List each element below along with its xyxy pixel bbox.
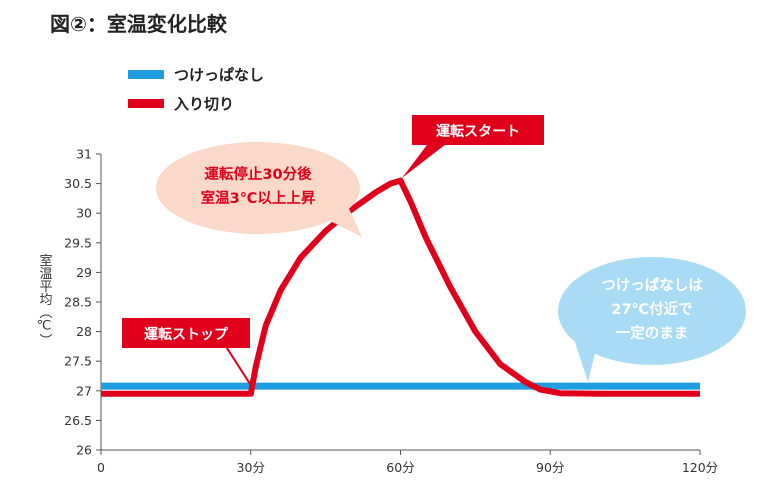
red-bubble: 運転停止30分後 室温3℃以上上昇 (156, 142, 362, 237)
blue-bubble-shape (558, 257, 746, 365)
y-axis-label: 室温平均（℃） (37, 253, 53, 347)
blue-bubble: つけっぱなしは 27℃付近で 一定のまま (558, 257, 746, 382)
start-label-box (412, 115, 544, 145)
legend: つけっぱなし 入り切り (128, 66, 264, 113)
blue-bubble-line-3: 一定のまま (616, 324, 689, 342)
stop-pointer (224, 344, 253, 388)
blue-bubble-line-2: 27℃付近で (611, 300, 692, 318)
y-tick-label: 28.5 (64, 295, 92, 310)
y-tick-label: 29.5 (64, 235, 92, 250)
chart-title: 図②：室温変化比較 (50, 12, 228, 36)
y-tick-label: 31 (76, 147, 92, 162)
y-tick-label: 27 (76, 383, 92, 398)
x-tick-label: 90分 (536, 460, 564, 475)
x-tick-label: 120分 (682, 460, 718, 475)
y-tick-label: 30.5 (64, 176, 92, 191)
y-tick-label: 28 (76, 324, 92, 339)
series-group (101, 177, 700, 397)
legend-swatch-onoff (128, 99, 164, 108)
legend-swatch-continuous (128, 70, 164, 79)
y-tick-label: 30 (76, 206, 92, 221)
red-bubble-line-2: 室温3℃以上上昇 (201, 189, 316, 207)
start-pointer (402, 141, 450, 178)
red-bubble-tail (318, 200, 362, 237)
red-bubble-shape (156, 142, 360, 234)
series-line-onoff (101, 177, 700, 397)
stop-label-box (122, 318, 250, 348)
start-label: 運転スタート (436, 123, 520, 140)
y-tick-label: 26.5 (64, 413, 92, 428)
legend-label-onoff: 入り切り (174, 95, 234, 113)
y-tick-label: 27.5 (64, 354, 92, 369)
start-annotation: 運転スタート (402, 115, 544, 178)
x-tick-label: 30分 (237, 460, 265, 475)
blue-bubble-tail (575, 332, 600, 382)
y-tick-label: 29 (76, 265, 92, 280)
blue-bubble-line-1: つけっぱなしは (601, 276, 703, 294)
x-tick-label: 60分 (386, 460, 414, 475)
axes: 26 26.5 27 27.5 28 28.5 29 29.5 30 30.5 31 0 30分 60分 9… (64, 147, 718, 476)
red-bubble-line-1: 運転停止30分後 (204, 165, 312, 183)
stop-label: 運転ストップ (144, 326, 229, 343)
x-tick-label: 0 (97, 460, 105, 475)
y-tick-label: 26 (76, 443, 92, 458)
legend-label-continuous: つけっぱなし (174, 66, 264, 84)
stop-annotation: 運転ストップ (122, 318, 253, 388)
